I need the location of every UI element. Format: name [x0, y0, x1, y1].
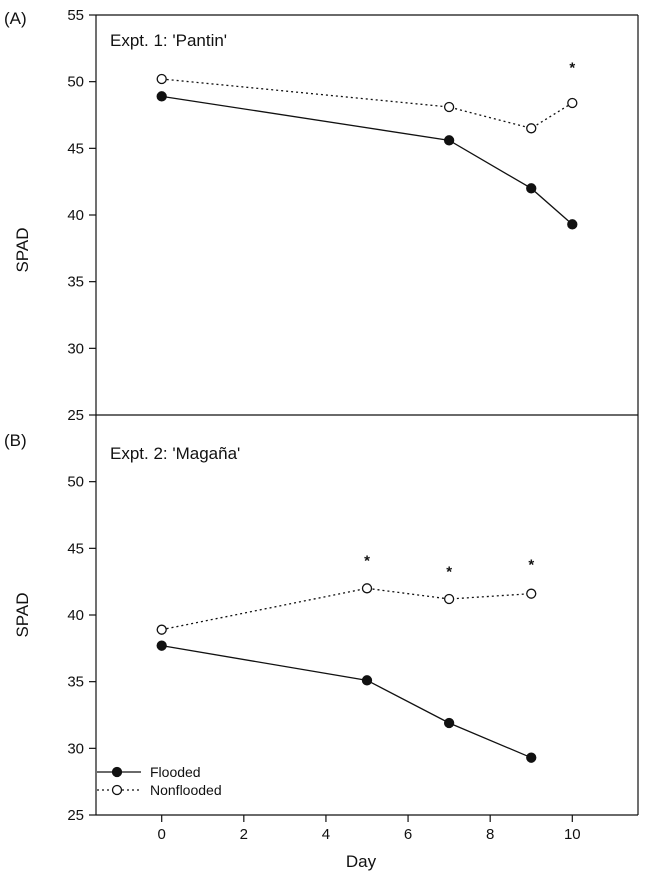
panel-a-chart: 25 30 35 40 45 50 55 SPAD (A) Expt. 1: 'Pantin' * [4, 7, 639, 424]
data-point-nonflooded [156, 624, 167, 635]
series-line-nonflooded [161, 78, 573, 130]
y-tick-label: 30 [67, 740, 84, 757]
series-line-nonflooded [161, 587, 532, 631]
y-tick-label: 45 [67, 540, 84, 557]
data-point-nonflooded [443, 593, 455, 605]
y-tick-label: 25 [67, 807, 84, 824]
legend-marker-nonflooded [111, 784, 123, 796]
data-point-nonflooded [443, 101, 455, 113]
y-tick-label: 40 [67, 607, 84, 624]
series-line-flooded [161, 95, 573, 225]
y-tick-label: 30 [67, 340, 84, 357]
y-tick-label: 45 [67, 140, 84, 157]
data-point-nonflooded [156, 73, 167, 85]
y-tick-label: 35 [67, 674, 84, 691]
data-point-flooded [156, 640, 167, 651]
significance-marker: * [569, 59, 575, 76]
legend-label-flooded: Flooded [150, 764, 201, 780]
y-tick-label: 25 [67, 407, 84, 424]
y-tick-label: 35 [67, 274, 84, 291]
legend-label-nonflooded: Nonflooded [150, 782, 222, 798]
data-point-flooded [361, 675, 373, 686]
data-point-flooded [443, 135, 455, 146]
x-tick-label: 2 [240, 826, 248, 843]
x-tick-label: 4 [322, 826, 330, 843]
panel-label: (B) [4, 431, 27, 450]
significance-marker: * [446, 563, 452, 580]
panel-label: (A) [4, 9, 27, 28]
data-point-flooded [156, 91, 167, 102]
data-point-nonflooded [526, 123, 537, 134]
x-tick-label: 0 [158, 826, 166, 843]
data-point-nonflooded [361, 583, 373, 594]
legend-marker-flooded [111, 766, 123, 778]
panel-title: Expt. 2: 'Magaña' [110, 444, 240, 463]
data-point-nonflooded [567, 97, 578, 109]
data-point-flooded [526, 752, 537, 763]
y-tick-label: 50 [67, 474, 84, 491]
y-tick-label: 50 [67, 74, 84, 91]
series-line-flooded [161, 645, 532, 759]
y-tick-label: 40 [67, 207, 84, 224]
panel-title: Expt. 1: 'Pantin' [110, 31, 227, 50]
y-axis-label: SPAD [13, 227, 32, 272]
x-tick-label: 10 [564, 826, 581, 843]
significance-marker: * [528, 557, 534, 574]
significance-marker: * [364, 553, 370, 570]
x-tick-label: 6 [404, 826, 412, 843]
x-tick-label: 8 [486, 826, 494, 843]
y-tick-label: 55 [67, 7, 84, 24]
x-axis-label: Day [346, 852, 377, 871]
panel-b-chart: 25 30 35 40 45 50 0 2 4 6 8 10 SPAD Day (B) Expt. 2: 'M… [4, 415, 639, 871]
data-point-flooded [443, 717, 455, 729]
y-axis-label: SPAD [13, 592, 32, 637]
data-point-flooded [526, 183, 537, 194]
data-point-nonflooded [526, 588, 537, 599]
data-point-flooded [567, 219, 578, 230]
